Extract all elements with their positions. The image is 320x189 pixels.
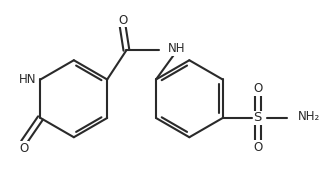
Text: NH₂: NH₂ bbox=[298, 110, 320, 123]
Text: O: O bbox=[19, 142, 28, 155]
Text: O: O bbox=[253, 82, 262, 95]
Text: O: O bbox=[253, 141, 262, 154]
Text: S: S bbox=[253, 112, 262, 125]
Text: NH: NH bbox=[168, 42, 186, 55]
Text: HN: HN bbox=[19, 73, 36, 86]
Text: O: O bbox=[118, 14, 127, 27]
